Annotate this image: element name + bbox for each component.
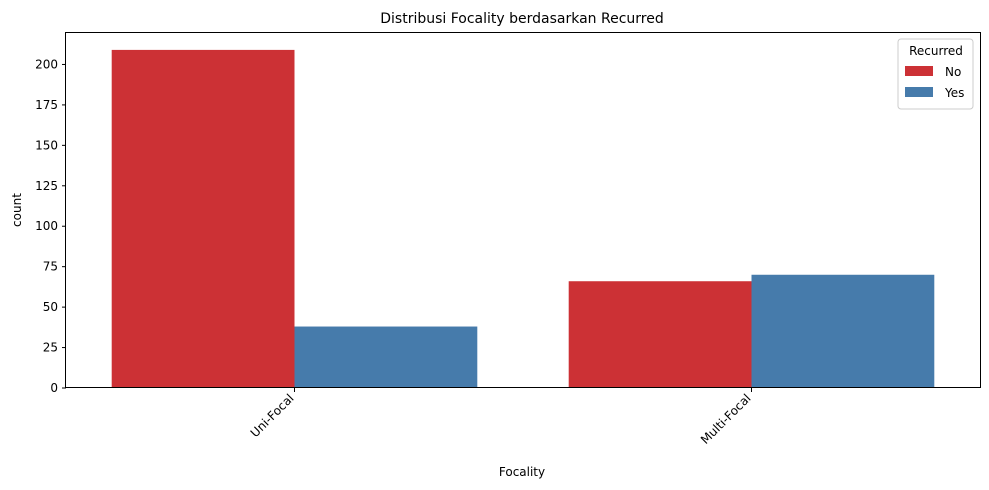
y-tick-label: 25 [43, 341, 58, 355]
legend-label-yes: Yes [944, 86, 964, 100]
y-tick-label: 100 [35, 219, 58, 233]
x-tick-label: Multi-Focal [698, 391, 754, 447]
y-tick-label: 150 [35, 138, 58, 152]
chart-title: Distribusi Focality berdasarkan Recurred [380, 11, 664, 27]
bar-yes-uni-focal [294, 326, 478, 388]
plot-frame [65, 32, 981, 388]
y-tick-label: 75 [43, 260, 58, 274]
legend-label-no: No [945, 65, 961, 79]
legend-swatch-yes [905, 87, 933, 97]
plot-area [111, 49, 935, 389]
bar-yes-multi-focal [751, 274, 935, 388]
x-axis: Uni-Focal Multi-Focal [248, 388, 754, 447]
x-axis-label: Focality [499, 465, 545, 479]
y-axis: 0 25 50 75 100 125 150 175 200 [35, 57, 66, 395]
x-tick-label: Uni-Focal [248, 391, 297, 440]
y-tick-label: 0 [50, 381, 58, 395]
bar-no-uni-focal [111, 49, 295, 389]
y-axis-label: count [10, 193, 24, 227]
legend-swatch-no [905, 66, 933, 76]
legend-items: No Yes [905, 65, 964, 100]
legend: Recurred No Yes [897, 38, 974, 110]
y-tick-label: 50 [43, 300, 58, 314]
bar-no-multi-focal [568, 281, 752, 388]
y-tick-label: 200 [35, 57, 58, 71]
legend-title: Recurred [909, 44, 963, 58]
y-tick-label: 175 [35, 98, 58, 112]
y-tick-label: 125 [35, 179, 58, 193]
